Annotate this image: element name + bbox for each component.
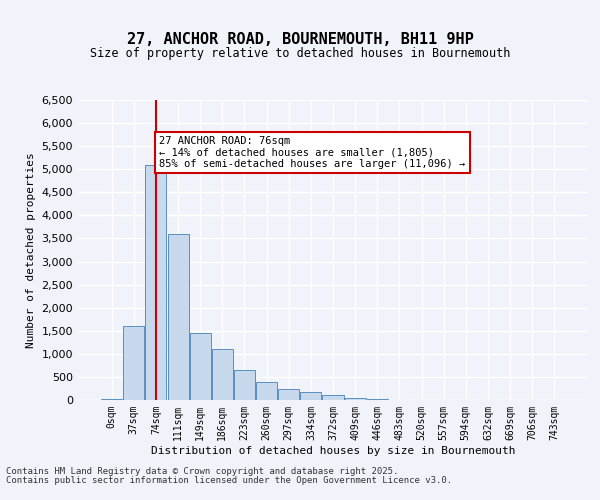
Bar [367,399,388,400]
Bar [145,164,166,400]
Bar [212,349,233,400]
X-axis label: Distribution of detached houses by size in Bournemouth: Distribution of detached houses by size … [151,446,515,456]
Bar [124,326,145,400]
Text: 27, ANCHOR ROAD, BOURNEMOUTH, BH11 9HP: 27, ANCHOR ROAD, BOURNEMOUTH, BH11 9HP [127,32,473,48]
Bar [101,398,122,400]
Bar [190,333,211,400]
Text: Contains HM Land Registry data © Crown copyright and database right 2025.: Contains HM Land Registry data © Crown c… [6,468,398,476]
Bar [167,234,188,400]
Y-axis label: Number of detached properties: Number of detached properties [26,152,36,348]
Text: 27 ANCHOR ROAD: 76sqm
← 14% of detached houses are smaller (1,805)
85% of semi-d: 27 ANCHOR ROAD: 76sqm ← 14% of detached … [159,136,466,169]
Bar [344,398,365,400]
Bar [234,370,255,400]
Text: Contains public sector information licensed under the Open Government Licence v3: Contains public sector information licen… [6,476,452,485]
Bar [278,390,299,400]
Text: Size of property relative to detached houses in Bournemouth: Size of property relative to detached ho… [90,48,510,60]
Bar [301,392,322,400]
Bar [322,396,344,400]
Bar [256,382,277,400]
